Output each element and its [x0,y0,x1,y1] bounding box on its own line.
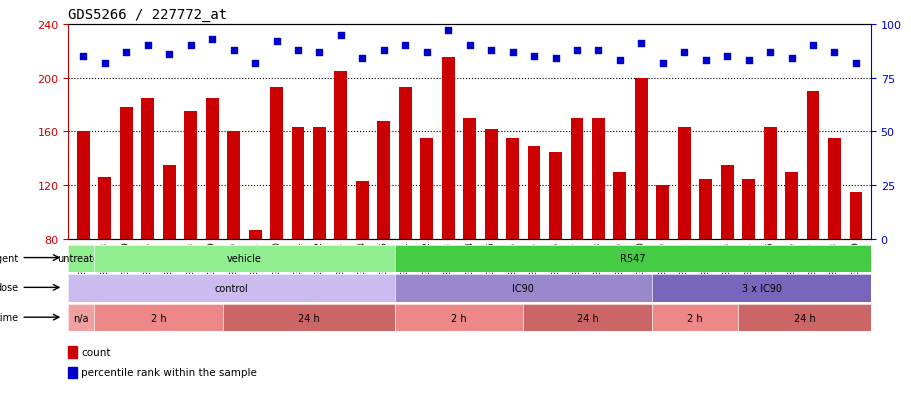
Point [76,54,90,60]
Point [676,50,691,56]
Text: 24 h: 24 h [298,313,319,323]
Bar [98,178,111,347]
Point [162,52,177,58]
Bar [742,179,754,347]
Text: 2 h: 2 h [451,313,466,323]
Bar [484,130,497,347]
Point [183,43,198,50]
Point [205,36,220,43]
Point [804,43,819,50]
Point [612,58,627,64]
Text: 2 h: 2 h [686,313,702,323]
Bar [677,128,690,347]
Text: agent: agent [0,253,18,263]
Point [119,50,134,56]
Point [291,47,305,54]
Text: control: control [214,283,248,293]
Bar [591,119,604,347]
Text: count: count [81,347,110,357]
Bar [784,173,797,347]
Bar [292,128,304,347]
Point [590,47,605,54]
Bar [613,173,626,347]
Bar [548,152,561,347]
Bar [634,78,647,347]
Text: dose: dose [0,282,18,293]
Point [248,60,262,67]
Point [655,60,670,67]
Point [848,60,863,67]
Bar [68,346,77,358]
Point [140,43,155,50]
Bar [312,128,325,347]
Bar [656,186,669,347]
Point [698,58,712,64]
Bar [506,139,518,347]
Point [633,41,648,47]
Point [826,50,841,56]
Point [354,56,369,62]
Bar [763,128,775,347]
Point [762,50,776,56]
Point [312,50,326,56]
Bar [355,182,368,347]
Point [226,47,241,54]
Point [397,43,412,50]
Point [548,56,562,62]
Bar [249,230,261,347]
Bar [334,72,347,347]
Point [419,50,434,56]
Point [505,50,519,56]
Point [719,54,733,60]
Point [97,60,112,67]
Text: 2 h: 2 h [150,313,166,323]
Bar [570,119,583,347]
Point [527,54,541,60]
Point [333,32,348,39]
Point [783,56,798,62]
Point [462,43,476,50]
Bar [420,139,433,347]
Text: percentile rank within the sample: percentile rank within the sample [81,368,257,377]
Point [484,47,498,54]
Bar [227,132,240,347]
Point [569,47,584,54]
Point [440,28,455,35]
Point [376,47,391,54]
Text: 24 h: 24 h [793,313,814,323]
Text: n/a: n/a [74,313,89,323]
Bar [377,121,390,347]
Bar [463,119,476,347]
Text: vehicle: vehicle [227,254,261,263]
Bar [68,367,77,378]
Bar [398,88,411,347]
Bar [163,166,176,347]
Text: GDS5266 / 227772_at: GDS5266 / 227772_at [68,8,227,22]
Bar [270,88,282,347]
Bar [827,139,840,347]
Bar [441,58,455,347]
Bar [720,166,732,347]
Text: untreated: untreated [57,254,106,263]
Bar [184,112,197,347]
Bar [805,92,819,347]
Text: time: time [0,312,18,323]
Text: 3 x IC90: 3 x IC90 [741,283,781,293]
Text: 24 h: 24 h [576,313,598,323]
Bar [119,108,133,347]
Bar [206,99,219,347]
Point [741,58,755,64]
Bar [77,132,90,347]
Text: R547: R547 [619,254,645,263]
Bar [699,179,711,347]
Bar [141,99,154,347]
Bar [848,192,862,347]
Point [269,39,283,45]
Bar [527,147,540,347]
Text: IC90: IC90 [512,283,534,293]
